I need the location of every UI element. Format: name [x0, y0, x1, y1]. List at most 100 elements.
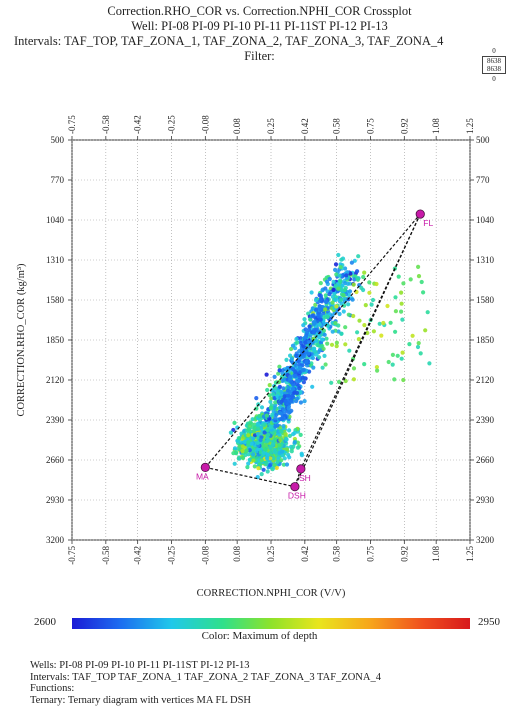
data-point	[421, 290, 426, 295]
data-point	[257, 462, 263, 467]
data-point	[371, 329, 376, 334]
data-point	[393, 309, 398, 314]
data-point	[265, 438, 270, 443]
x-tick-label-bottom: -0.58	[101, 546, 111, 565]
x-tick-label-top: -0.58	[101, 115, 111, 134]
data-point	[333, 283, 338, 288]
footer-notes: Wells: PI-08 PI-09 PI-10 PI-11 PI-11ST P…	[30, 660, 381, 706]
data-point	[318, 317, 323, 322]
y-tick-label-right: 3200	[476, 535, 495, 545]
data-point	[302, 335, 307, 341]
data-point	[301, 380, 306, 385]
data-point	[330, 329, 335, 334]
footer-functions: Functions:	[30, 683, 75, 695]
data-point	[256, 447, 261, 452]
data-point	[268, 445, 273, 451]
data-point	[240, 449, 245, 454]
data-point	[298, 432, 303, 437]
data-point	[284, 462, 290, 467]
data-point	[334, 340, 339, 345]
data-point	[237, 456, 242, 461]
data-point	[309, 290, 314, 295]
data-point	[416, 341, 421, 346]
data-point	[416, 264, 421, 269]
data-point	[254, 406, 259, 411]
data-point	[297, 375, 302, 380]
data-point	[277, 379, 282, 384]
data-point	[296, 359, 301, 364]
data-point	[231, 451, 236, 456]
data-point	[330, 294, 335, 299]
data-point	[279, 458, 284, 463]
data-point	[276, 371, 281, 376]
data-point	[299, 451, 304, 456]
data-point	[336, 329, 341, 334]
data-point	[395, 353, 400, 358]
data-point	[269, 449, 274, 455]
data-point	[281, 386, 286, 391]
data-point	[342, 303, 347, 308]
data-point	[322, 332, 327, 337]
data-point	[251, 458, 256, 463]
data-point	[400, 350, 405, 355]
x-tick-label-top: -0.08	[200, 115, 210, 134]
x-tick-label-bottom: 0.58	[332, 546, 342, 562]
data-point	[293, 374, 298, 379]
data-point	[271, 409, 276, 414]
data-point	[300, 368, 305, 373]
data-point	[289, 399, 294, 404]
data-point	[306, 339, 311, 344]
data-point	[284, 447, 289, 452]
data-point	[280, 453, 285, 458]
data-point	[350, 297, 355, 302]
data-point	[390, 362, 395, 367]
data-point	[256, 426, 261, 431]
data-point	[236, 436, 241, 441]
data-point	[367, 280, 372, 285]
data-point	[341, 292, 346, 298]
ternary-edge-fl-sh	[300, 213, 421, 470]
data-point	[339, 331, 344, 336]
x-tick-label-bottom: -0.75	[67, 546, 77, 565]
count-top: 0	[492, 47, 496, 55]
x-axis-label: CORRECTION.NPHI_COR (V/V)	[197, 588, 346, 599]
data-point	[228, 430, 233, 435]
x-tick-label-bottom: 0.75	[366, 546, 376, 562]
data-point	[294, 353, 299, 358]
data-point	[396, 274, 401, 279]
data-point	[303, 340, 308, 345]
ternary-edge-ma-fl	[204, 213, 421, 468]
data-point	[268, 405, 273, 410]
data-point	[401, 377, 406, 383]
data-point	[251, 436, 256, 441]
colorbar: 2600 2950 Color: Maximum of depth	[0, 612, 519, 644]
data-point	[355, 269, 360, 274]
data-point	[267, 463, 272, 468]
data-point	[337, 273, 342, 278]
data-point	[265, 456, 270, 461]
point-count-legend: 0 8638 8638 0	[480, 47, 508, 83]
data-point	[290, 343, 296, 348]
data-point	[334, 304, 339, 309]
data-point	[322, 353, 327, 358]
ternary-vertex-marker	[290, 482, 300, 492]
y-tick-label-left: 2660	[46, 455, 65, 465]
data-point	[346, 312, 351, 317]
data-point	[237, 443, 242, 448]
data-point	[361, 274, 366, 280]
data-point	[273, 416, 278, 421]
data-point	[357, 318, 362, 323]
data-point	[275, 459, 280, 464]
data-point	[370, 297, 376, 303]
data-point	[297, 365, 303, 370]
data-point	[351, 282, 356, 287]
data-point	[277, 384, 282, 389]
data-point	[336, 379, 342, 384]
chart-title: Correction.RHO_COR vs. Correction.NPHI_C…	[107, 4, 412, 18]
data-point	[399, 309, 404, 314]
data-point	[295, 378, 300, 383]
data-point	[423, 328, 428, 333]
data-point	[355, 276, 360, 281]
data-point	[345, 281, 350, 286]
data-point	[246, 440, 251, 445]
